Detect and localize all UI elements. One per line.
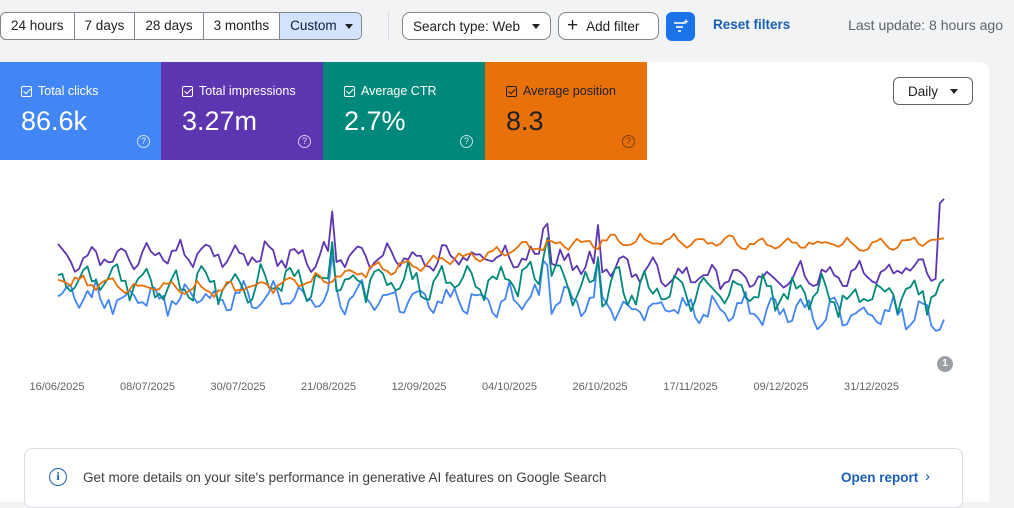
add-filter-label: Add filter [586, 18, 640, 34]
metric-value: 2.7% [344, 106, 406, 136]
range-option-custom-label: Custom [290, 18, 337, 33]
metric-label-row: Total clicks [21, 84, 98, 98]
toolbar-divider [388, 12, 389, 40]
x-tick-label: 17/11/2025 [663, 381, 717, 393]
x-tick-label: 04/10/2025 [482, 381, 537, 393]
metric-total-impressions[interactable]: Total impressions 3.27m ? [161, 62, 323, 160]
filter-settings-button[interactable] [666, 12, 695, 41]
range-option-3m[interactable]: 3 months [204, 13, 281, 39]
range-option-custom[interactable]: Custom [280, 13, 361, 39]
metric-label: Average position [523, 84, 616, 98]
help-icon[interactable]: ? [298, 135, 311, 148]
granularity-label: Daily [908, 83, 939, 99]
x-tick-label: 21/08/2025 [301, 381, 356, 393]
range-option-7d[interactable]: 7 days [75, 13, 136, 39]
last-update-text: Last update: 8 hours ago [848, 17, 1003, 33]
series-line-total-impressions [57, 198, 945, 291]
metric-label: Average CTR [361, 84, 437, 98]
metric-value: 8.3 [506, 106, 544, 136]
metric-label-row: Average position [506, 84, 616, 98]
help-icon[interactable]: ? [622, 135, 635, 148]
x-tick-label: 16/06/2025 [29, 381, 84, 393]
dropdown-caret-icon [344, 23, 353, 29]
metric-average-position[interactable]: Average position 8.3 ? [485, 62, 647, 160]
ai-features-banner: i Get more details on your site's perfor… [24, 448, 963, 508]
x-tick-label: 31/12/2025 [844, 381, 899, 393]
metric-label-row: Average CTR [344, 84, 437, 98]
x-tick-label: 30/07/2025 [210, 381, 265, 393]
add-filter-button[interactable]: + Add filter [558, 12, 659, 40]
dropdown-caret-icon [950, 88, 958, 94]
filter-toolbar: 24 hours 7 days 28 days 3 months Custom … [0, 0, 1014, 52]
chevron-right-icon: › [925, 468, 930, 485]
metric-label: Total clicks [38, 84, 99, 98]
annotation-marker[interactable]: 1 [937, 356, 953, 372]
x-tick-label: 26/10/2025 [572, 381, 627, 393]
search-type-label: Search type: Web [413, 18, 521, 34]
banner-text: Get more details on your site's performa… [83, 470, 607, 485]
search-type-dropdown[interactable]: Search type: Web [402, 12, 551, 40]
help-icon[interactable]: ? [460, 135, 473, 148]
plus-icon: + [567, 15, 579, 36]
performance-line-chart: 16/06/2025 08/07/2025 30/07/2025 21/08/2025… [29, 198, 945, 393]
metric-value: 3.27m [182, 106, 258, 136]
metric-label-row: Total impressions [182, 84, 296, 98]
range-option-24h[interactable]: 24 hours [1, 13, 75, 39]
x-tick-label: 08/07/2025 [120, 381, 175, 393]
filter-list-icon [674, 19, 689, 32]
dropdown-caret-icon [532, 23, 540, 29]
metric-label: Total impressions [199, 84, 296, 98]
date-range-selector: 24 hours 7 days 28 days 3 months Custom [0, 12, 362, 40]
x-tick-label: 12/09/2025 [391, 381, 446, 393]
help-icon[interactable]: ? [137, 135, 150, 148]
metric-total-clicks[interactable]: Total clicks 86.6k ? [0, 62, 162, 160]
series-line-total-clicks [57, 252, 945, 332]
checkbox-checked-icon [344, 85, 355, 97]
granularity-dropdown[interactable]: Daily [893, 77, 973, 105]
checkbox-checked-icon [182, 85, 193, 97]
range-option-28d[interactable]: 28 days [135, 13, 204, 39]
metric-average-ctr[interactable]: Average CTR 2.7% ? [323, 62, 485, 160]
checkbox-checked-icon [21, 85, 32, 97]
open-report-link[interactable]: Open report [841, 470, 919, 485]
performance-card: Total clicks 86.6k ? Total impressions 3… [0, 62, 989, 508]
info-icon: i [49, 468, 67, 486]
series-line-average-ctr [57, 237, 945, 319]
checkbox-checked-icon [506, 85, 517, 97]
series-line-average-position [57, 232, 945, 298]
x-tick-label: 09/12/2025 [753, 381, 808, 393]
reset-filters-link[interactable]: Reset filters [713, 17, 791, 32]
metric-value: 86.6k [21, 106, 88, 136]
